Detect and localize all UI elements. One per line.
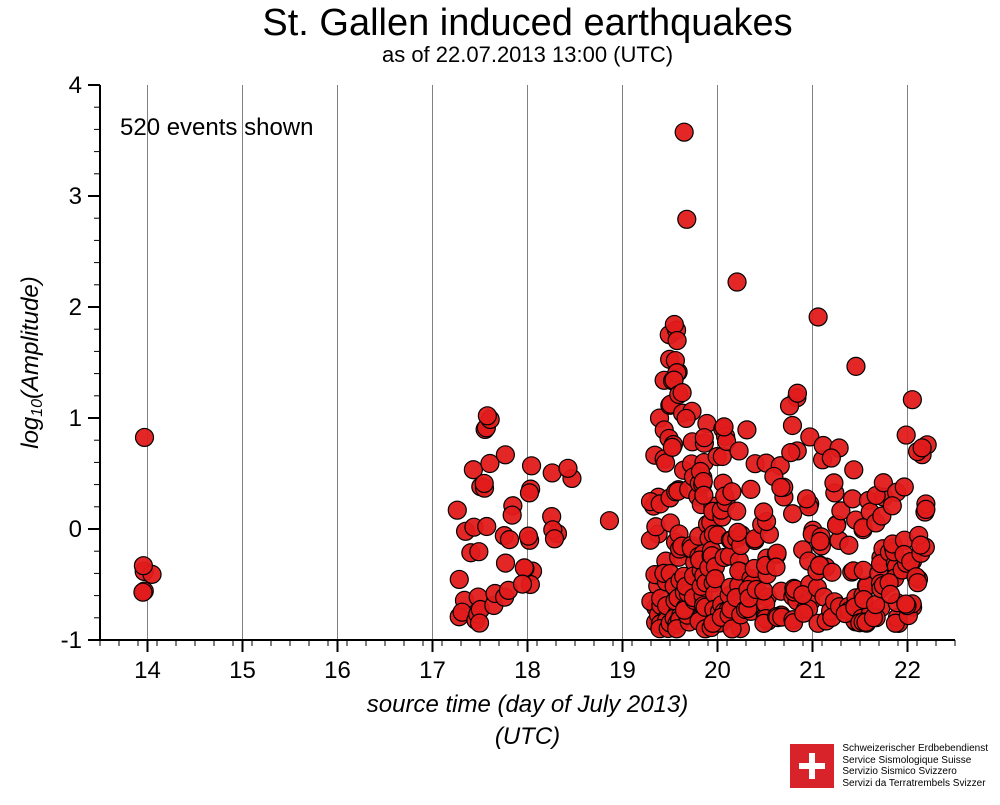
data-point <box>496 446 514 464</box>
xtick-label: 17 <box>419 657 446 684</box>
footer-line: Service Sismologique Suisse <box>842 755 988 767</box>
data-point <box>545 530 563 548</box>
data-point <box>673 384 691 402</box>
data-point <box>519 527 537 545</box>
data-point <box>909 574 927 592</box>
data-point <box>883 497 901 515</box>
x-axis-label: source time (day of July 2013) <box>367 691 688 718</box>
ytick-label: 1 <box>69 405 82 432</box>
data-point <box>823 563 841 581</box>
data-point <box>845 461 863 479</box>
data-point <box>822 449 840 467</box>
x-axis-label-2: (UTC) <box>495 723 560 750</box>
data-point <box>783 417 801 435</box>
data-point <box>728 502 746 520</box>
data-point <box>784 505 802 523</box>
data-point <box>903 391 921 409</box>
ytick-label: 4 <box>69 72 82 99</box>
data-point <box>448 501 466 519</box>
scatter-chart-container: { "canvas": { "width": 1000, "height": 8… <box>0 0 1000 805</box>
data-point <box>723 483 741 501</box>
data-point <box>470 543 488 561</box>
data-point <box>825 474 843 492</box>
data-point <box>478 518 496 536</box>
data-point <box>668 332 686 350</box>
data-point <box>450 570 468 588</box>
data-point <box>678 210 696 228</box>
data-point <box>912 536 930 554</box>
data-point <box>772 479 790 497</box>
data-point <box>478 407 496 425</box>
xtick-label: 16 <box>324 657 351 684</box>
data-point <box>767 558 785 576</box>
data-point <box>897 595 915 613</box>
data-point <box>523 457 541 475</box>
data-point <box>559 459 577 477</box>
data-point <box>913 439 931 457</box>
data-point <box>501 531 519 549</box>
data-point <box>503 506 521 524</box>
data-point <box>677 409 695 427</box>
data-point <box>755 503 773 521</box>
data-point <box>600 512 618 530</box>
data-point <box>742 480 760 498</box>
data-point <box>755 582 773 600</box>
data-point <box>895 478 913 496</box>
data-point <box>715 418 733 436</box>
chart-title: St. Gallen induced earthquakes <box>262 2 792 44</box>
footer-credit-text: Schweizerischer ErdbebendienstService Si… <box>842 743 988 789</box>
scatter-chart: St. Gallen induced earthquakesas of 22.0… <box>0 0 1000 805</box>
data-point <box>665 315 683 333</box>
ytick-label: 2 <box>69 294 82 321</box>
data-point <box>663 438 681 456</box>
y-axis-label: log10(Amplitude) <box>17 276 46 449</box>
data-point <box>811 532 829 550</box>
ytick-label: -1 <box>61 627 82 654</box>
data-point <box>520 484 538 502</box>
ytick-label: 3 <box>69 183 82 210</box>
data-point <box>897 426 915 444</box>
xtick-label: 20 <box>704 657 731 684</box>
ytick-label: 0 <box>69 516 82 543</box>
data-point <box>515 559 533 577</box>
data-point <box>730 442 748 460</box>
data-point <box>917 500 935 518</box>
chart-subtitle: as of 22.07.2013 13:00 (UTC) <box>382 42 673 67</box>
footer-line: Schweizerischer Erdbebendienst <box>842 743 988 755</box>
data-point <box>695 429 713 447</box>
data-point <box>881 585 899 603</box>
data-point <box>475 474 493 492</box>
footer-credit: Schweizerischer ErdbebendienstService Si… <box>790 743 988 789</box>
data-point <box>809 308 827 326</box>
xtick-label: 21 <box>799 657 826 684</box>
swiss-flag-icon <box>790 744 834 788</box>
data-point <box>788 384 806 402</box>
xtick-label: 14 <box>134 657 161 684</box>
data-point <box>695 486 713 504</box>
xtick-label: 18 <box>514 657 541 684</box>
data-point <box>782 444 800 462</box>
footer-line: Servizi da Terratrembels Svizzer <box>842 778 988 790</box>
data-point <box>136 428 154 446</box>
data-point <box>134 583 152 601</box>
data-point <box>843 490 861 508</box>
data-point <box>728 273 746 291</box>
data-point <box>675 123 693 141</box>
xtick-label: 19 <box>609 657 636 684</box>
data-point <box>798 490 816 508</box>
xtick-label: 22 <box>894 657 921 684</box>
data-point <box>513 575 531 593</box>
data-point <box>847 357 865 375</box>
data-point <box>471 614 489 632</box>
data-point <box>729 523 747 541</box>
xtick-label: 15 <box>229 657 256 684</box>
data-point <box>497 554 515 572</box>
data-point <box>840 536 858 554</box>
data-point <box>134 557 152 575</box>
footer-line: Servizio Sismico Svizzero <box>842 766 988 778</box>
data-point <box>854 561 872 579</box>
events-annotation: 520 events shown <box>120 114 313 141</box>
data-point <box>738 421 756 439</box>
